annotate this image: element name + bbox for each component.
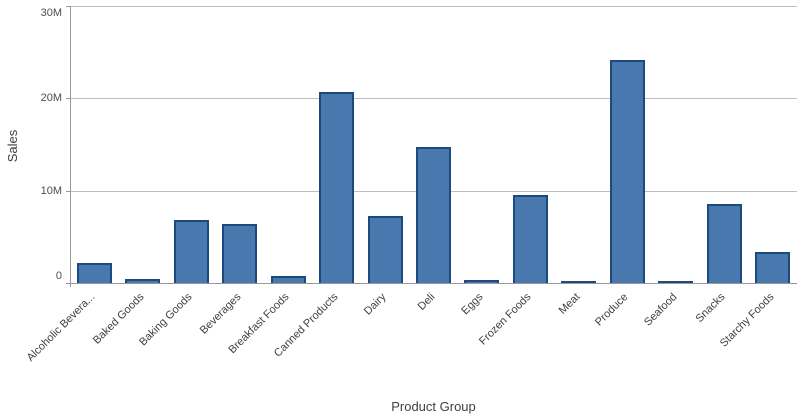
bar[interactable]: [368, 216, 403, 283]
bar[interactable]: [658, 281, 693, 283]
y-tick-label: 20M: [40, 92, 62, 104]
bar[interactable]: [319, 92, 354, 283]
bar[interactable]: [125, 279, 160, 283]
bar[interactable]: [174, 220, 209, 283]
bar[interactable]: [707, 204, 742, 283]
bar[interactable]: [464, 280, 499, 283]
y-tick-label: 0: [55, 270, 62, 282]
y-axis-tick: [66, 191, 70, 192]
bar[interactable]: [416, 147, 451, 283]
y-axis-tick: [66, 6, 70, 7]
x-axis-title: Product Group: [391, 399, 476, 414]
bar[interactable]: [755, 252, 790, 283]
gridline-30m: [70, 6, 797, 7]
bar[interactable]: [271, 276, 306, 283]
bar[interactable]: [610, 60, 645, 283]
x-axis-line: [70, 283, 797, 284]
bar[interactable]: [77, 263, 112, 283]
bar[interactable]: [513, 195, 548, 283]
gridline-20m: [70, 98, 797, 99]
y-tick-label: 10M: [40, 185, 62, 197]
y-axis-line: [70, 6, 71, 287]
bar[interactable]: [222, 224, 257, 283]
bar[interactable]: [561, 281, 596, 283]
y-axis-tick: [66, 98, 70, 99]
y-tick-label: 30M: [40, 7, 62, 19]
y-axis-tick: [66, 283, 70, 284]
x-tick-label[interactable]: Starchy Foods: [717, 291, 777, 350]
